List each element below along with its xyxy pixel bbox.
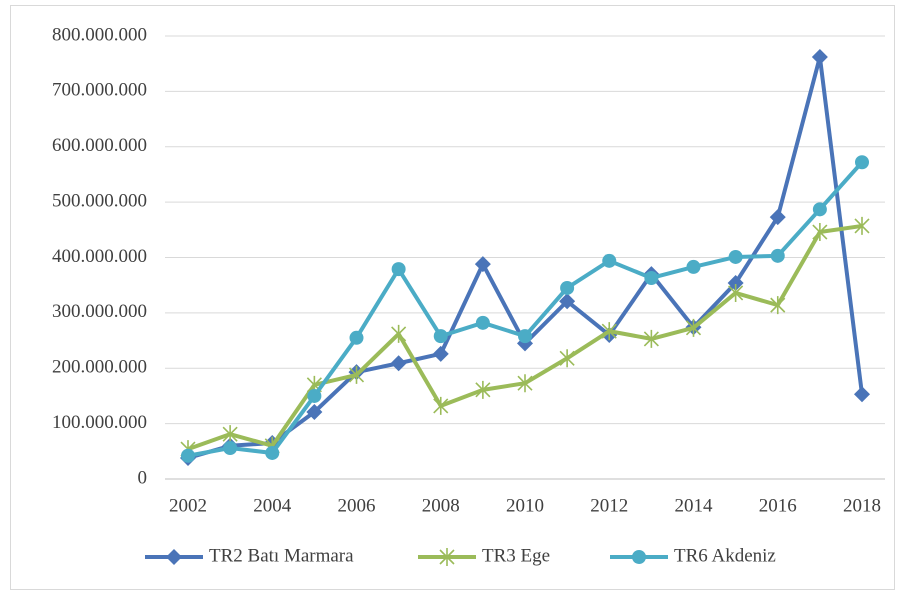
marker — [391, 262, 406, 277]
x-tick-label: 2002 — [169, 495, 207, 516]
x-tick-label: 2016 — [759, 495, 797, 516]
marker — [769, 209, 786, 226]
marker — [166, 549, 182, 565]
marker — [306, 403, 323, 420]
marker — [632, 550, 646, 564]
marker — [854, 386, 870, 403]
marker — [517, 374, 533, 393]
marker — [644, 270, 659, 285]
marker — [811, 49, 828, 66]
y-tick-label: 800.000.000 — [52, 24, 147, 45]
marker — [433, 329, 448, 344]
marker — [181, 448, 195, 463]
x-tick-label: 2018 — [843, 495, 881, 516]
x-tick-label: 2010 — [506, 495, 544, 516]
marker — [475, 380, 491, 399]
y-tick-label: 600.000.000 — [52, 135, 147, 156]
marker — [518, 329, 532, 344]
marker — [265, 445, 280, 460]
marker — [770, 248, 785, 263]
marker — [222, 425, 238, 444]
marker — [223, 440, 238, 455]
x-tick-label: 2014 — [675, 495, 714, 516]
marker — [727, 274, 744, 291]
marker — [432, 345, 449, 362]
marker — [307, 388, 322, 403]
x-tick-label: 2006 — [338, 495, 376, 516]
marker — [728, 249, 743, 264]
marker — [559, 293, 576, 310]
marker — [474, 256, 491, 273]
y-tick-label: 200.000.000 — [52, 357, 147, 378]
y-tick-label: 700.000.000 — [52, 80, 147, 101]
x-tick-label: 2012 — [590, 495, 628, 516]
marker — [812, 223, 828, 242]
marker — [602, 253, 617, 268]
marker — [475, 315, 490, 330]
legend-label: TR2 Batı Marmara — [209, 545, 354, 566]
marker — [770, 296, 786, 315]
legend-item: TR6 Akdeniz — [610, 545, 776, 566]
marker — [643, 329, 659, 348]
marker — [686, 259, 701, 274]
marker — [439, 548, 455, 566]
marker — [391, 324, 407, 343]
marker — [601, 322, 617, 341]
marker — [559, 349, 575, 368]
marker — [433, 396, 449, 415]
marker — [855, 155, 869, 170]
y-tick-label: 0 — [138, 467, 148, 488]
y-tick-label: 500.000.000 — [52, 190, 147, 211]
marker — [728, 283, 744, 302]
marker — [560, 280, 575, 295]
y-tick-label: 300.000.000 — [52, 301, 147, 322]
x-tick-label: 2004 — [253, 495, 292, 516]
marker — [390, 355, 407, 372]
marker — [812, 202, 827, 217]
y-tick-label: 100.000.000 — [52, 412, 147, 433]
marker — [348, 365, 365, 384]
marker — [349, 330, 364, 345]
legend-item: TR2 Batı Marmara — [145, 545, 354, 566]
x-tick-label: 2008 — [422, 495, 460, 516]
y-tick-label: 400.000.000 — [52, 246, 147, 267]
marker — [685, 318, 702, 337]
legend-label: TR6 Akdeniz — [674, 545, 776, 566]
legend-item: TR3 Ege — [418, 545, 550, 566]
marker — [854, 216, 870, 235]
legend-label: TR3 Ege — [482, 545, 550, 566]
